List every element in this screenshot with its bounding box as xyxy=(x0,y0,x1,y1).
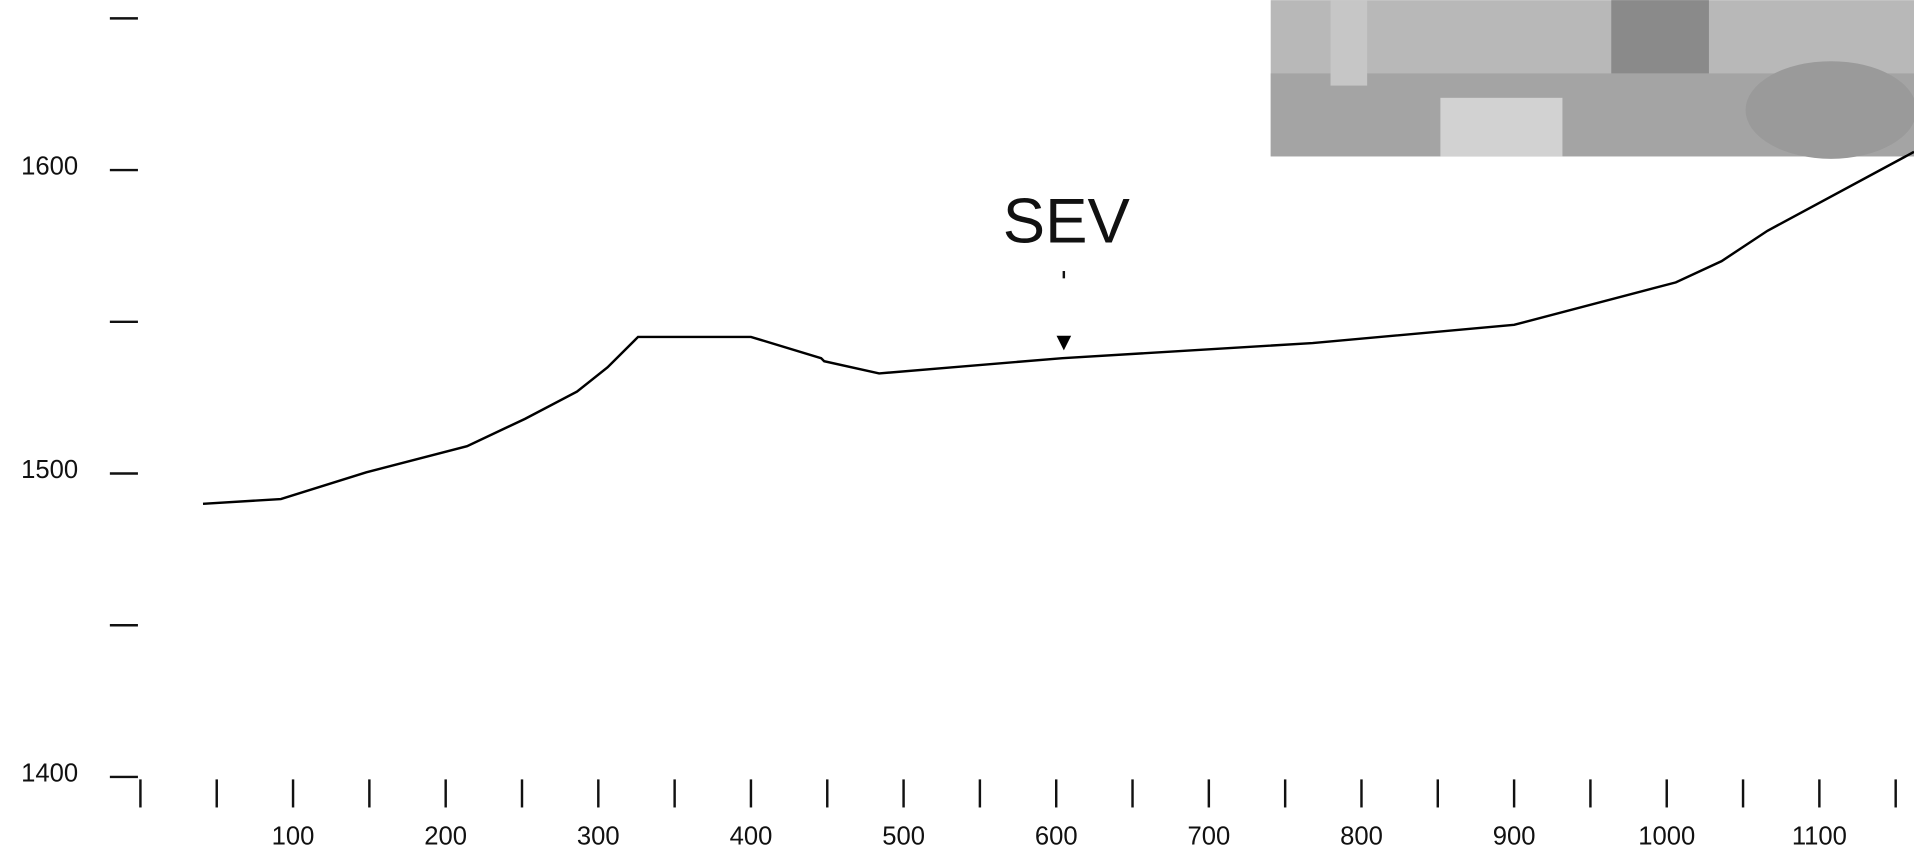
x-tick-label: 1100 xyxy=(1792,823,1847,851)
photo xyxy=(1270,0,1914,159)
x-tick-label: 100 xyxy=(272,823,315,851)
x-tick-label: 600 xyxy=(1035,823,1078,851)
x-tick-label: 200 xyxy=(424,823,467,851)
x-tick-label: 300 xyxy=(577,823,620,851)
profile-line xyxy=(202,150,1914,506)
x-tick-label: 500 xyxy=(882,823,925,851)
x-tick-label: 900 xyxy=(1493,823,1536,851)
x-tick-label: 800 xyxy=(1340,823,1383,851)
x-tick-label: 400 xyxy=(730,823,773,851)
x-tick-label: 700 xyxy=(1187,823,1230,851)
x-tick-label: 1000 xyxy=(1638,823,1695,851)
annotation-label: SEV xyxy=(1003,187,1131,257)
y-tick-label: 1600 xyxy=(21,152,78,180)
annotation-marker xyxy=(1056,335,1072,351)
y-tick-label: 1500 xyxy=(21,456,78,484)
y-tick-label: 1400 xyxy=(21,759,78,787)
